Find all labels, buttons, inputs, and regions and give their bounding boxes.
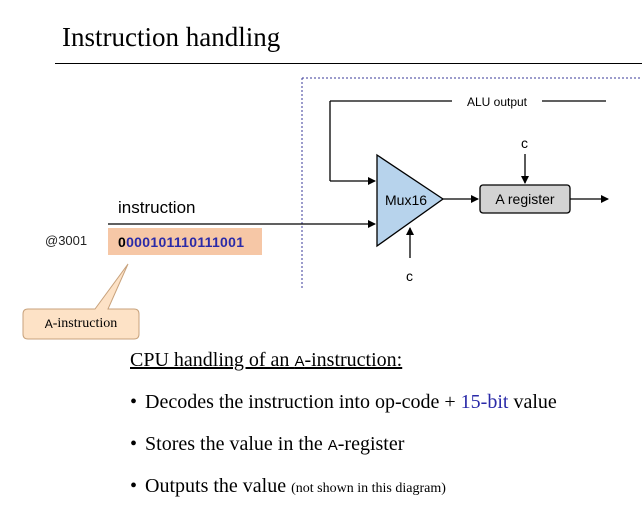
cpu-boundary bbox=[301, 77, 642, 288]
bullet-dot: • bbox=[130, 391, 138, 413]
subheading: CPU handling of an A-instruction: bbox=[130, 349, 402, 372]
callout-label: A -instruction bbox=[22, 309, 140, 339]
bullet-text: Outputs the value bbox=[145, 475, 292, 497]
value-bits: 000101110111001 bbox=[126, 233, 245, 250]
instruction-bits-box: 0 000101110111001 bbox=[108, 228, 262, 255]
instruction-label: instruction bbox=[118, 198, 196, 217]
alu-output-label: ALU output bbox=[467, 95, 528, 109]
bullet-note: (not shown in this diagram) bbox=[291, 481, 446, 496]
bullet-text-end: -register bbox=[337, 433, 405, 455]
mux-control-label: c bbox=[406, 268, 413, 284]
callout-prefix: A bbox=[44, 317, 53, 331]
a-instruction-callout bbox=[22, 263, 140, 340]
subhead-text-end: -instruction: bbox=[304, 349, 403, 371]
instruction-address: @3001 bbox=[45, 233, 88, 248]
bullet-dot: • bbox=[130, 433, 138, 455]
a-register-label: A register bbox=[495, 191, 554, 207]
mux16-label: Mux16 bbox=[385, 192, 427, 208]
bullet-smallcaps: A bbox=[327, 437, 338, 454]
bullet-decode: • Decodes the instruction into op-code + … bbox=[130, 391, 557, 414]
title-underline bbox=[55, 63, 642, 64]
a-register-control-label: c bbox=[521, 135, 528, 151]
bullet-dot: • bbox=[130, 475, 138, 497]
subhead-text: CPU handling of an bbox=[130, 349, 295, 371]
callout-suffix: -instruction bbox=[52, 316, 118, 331]
slide-title: Instruction handling bbox=[62, 22, 281, 52]
bullet-store: • Stores the value in the A-register bbox=[130, 433, 404, 456]
bullet-text: Decodes the instruction into op-code + bbox=[145, 391, 461, 413]
bullet-output: • Outputs the value (not shown in this di… bbox=[130, 475, 446, 498]
bullet-text-end: value bbox=[508, 391, 557, 413]
bullet-highlight: 15-bit bbox=[460, 391, 509, 413]
alu-label-bg bbox=[452, 93, 542, 109]
subhead-smallcaps: A bbox=[294, 353, 305, 370]
bullet-text: Stores the value in the bbox=[145, 433, 328, 455]
mux16-shape bbox=[376, 153, 445, 248]
opcode-bit: 0 bbox=[118, 233, 127, 250]
